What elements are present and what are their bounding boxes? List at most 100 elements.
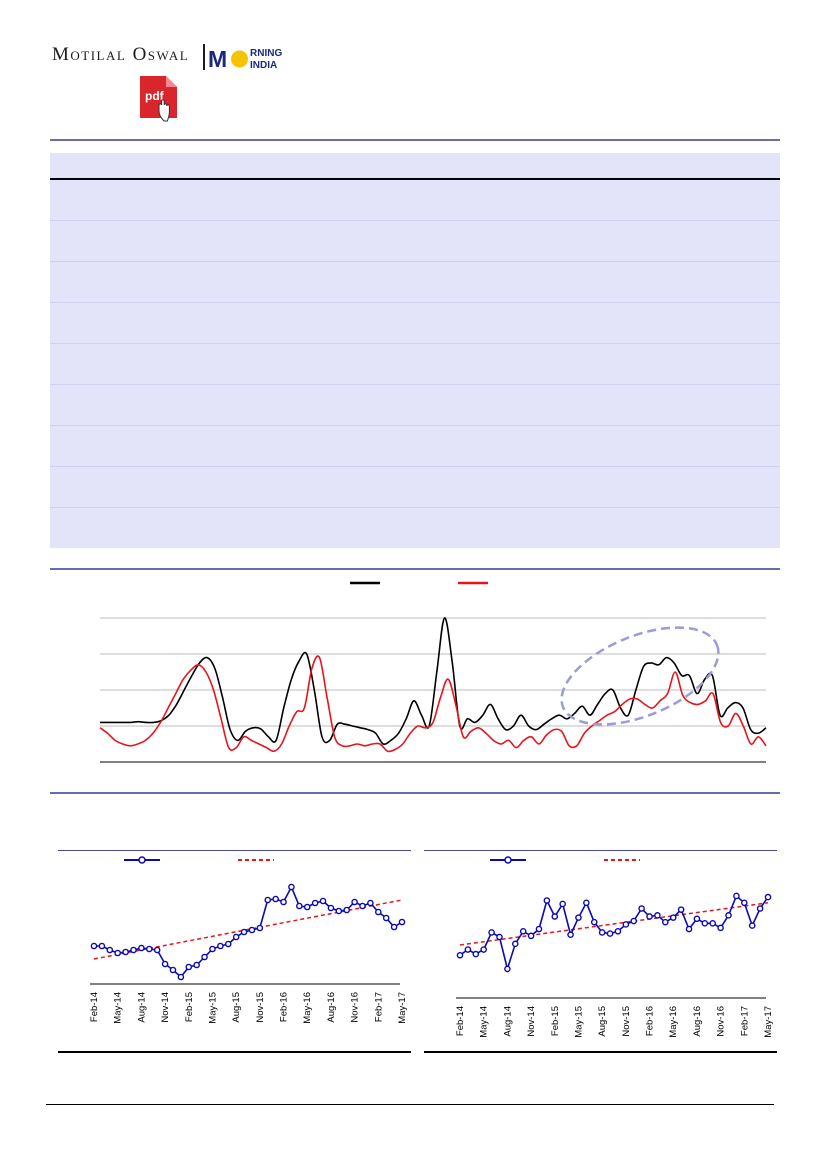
data-point: [122, 948, 129, 956]
table-row-separator: [50, 220, 780, 221]
data-point: [240, 928, 248, 936]
data-point: [390, 923, 398, 931]
logo-sun-icon: [231, 50, 248, 68]
data-point: [264, 896, 272, 904]
data-point: [367, 899, 374, 907]
chart-section-rule: [50, 568, 780, 570]
data-point: [161, 960, 169, 968]
data-point: [169, 966, 177, 974]
data-point: [224, 940, 232, 948]
data-point: [343, 906, 351, 914]
series-red-line: [99, 655, 767, 753]
right-chart-bottom-rule: [424, 1051, 777, 1053]
x-tick-label: May-16: [668, 1006, 679, 1038]
data-point: [272, 895, 279, 903]
data-point: [535, 925, 543, 933]
data-point: [98, 942, 106, 950]
data-point: [590, 918, 598, 926]
data-point: [90, 942, 98, 950]
x-tick-label: Nov-15: [255, 992, 266, 1023]
data-point: [638, 905, 645, 912]
data-point: [177, 973, 185, 981]
brand-divider: [203, 44, 205, 70]
morning-india-logo: M O RNING INDIA: [208, 46, 282, 72]
pdf-download-icon[interactable]: pdf: [139, 74, 179, 122]
data-point: [654, 912, 661, 919]
data-point: [130, 946, 137, 954]
data-point: [630, 917, 638, 925]
brand-name: Motilal Oswal: [52, 44, 189, 66]
left-chart-top-rule: [58, 850, 411, 851]
data-point: [398, 918, 406, 926]
data-point: [296, 902, 303, 910]
data-point: [741, 899, 748, 907]
logo-india: INDIA: [250, 60, 277, 71]
x-tick-label: Nov-16: [716, 1006, 727, 1037]
table-row-separator: [50, 507, 780, 508]
data-point: [662, 918, 669, 926]
data-point: [256, 924, 264, 932]
data-point: [685, 925, 693, 933]
data-point: [138, 944, 145, 952]
lower-section-rule: [50, 792, 780, 794]
data-point: [464, 946, 472, 953]
data-point: [669, 914, 677, 921]
x-tick-label: Feb-15: [550, 1006, 561, 1036]
data-point: [519, 928, 527, 935]
pdf-icon-label: pdf: [145, 89, 165, 103]
data-point: [375, 908, 382, 916]
table-row-separator: [50, 466, 780, 467]
data-point: [733, 892, 740, 900]
logo-o-letter: O: [233, 46, 251, 72]
x-tick-label: May-14: [113, 992, 124, 1024]
right-chart-top-rule: [424, 850, 777, 851]
data-point: [359, 902, 366, 910]
data-point: [232, 933, 240, 941]
table-row-separator: [50, 302, 780, 303]
x-tick-label: Aug-14: [136, 992, 147, 1023]
data-point: [488, 929, 495, 936]
x-tick-label: Feb-15: [184, 992, 195, 1022]
x-tick-label: Aug-15: [597, 1006, 608, 1037]
brand-name-text: Motilal Oswal: [52, 44, 190, 65]
data-point: [209, 945, 216, 953]
x-tick-label: Aug-15: [231, 992, 242, 1023]
hand-cursor-icon: [158, 99, 170, 122]
x-tick-label: Aug-14: [502, 1006, 513, 1037]
data-point: [319, 897, 327, 905]
x-tick-label: May-17: [763, 1006, 774, 1038]
data-point: [303, 903, 311, 911]
logo-m-letter: M: [208, 46, 227, 72]
data-point: [153, 946, 161, 954]
data-point: [280, 898, 287, 906]
header-rule: [50, 139, 780, 141]
left-scatter-chart: Feb-14 May-14 Aug-14 Nov-14 Feb-15 May-15 Aug-…: [89, 856, 408, 1024]
footer-rule: [46, 1104, 774, 1105]
data-point: [693, 915, 701, 923]
data-point: [559, 900, 566, 908]
observed-series-line: [94, 885, 403, 979]
data-point: [543, 897, 551, 904]
data-point: [248, 926, 256, 934]
data-point: [456, 951, 464, 959]
data-point: [185, 963, 193, 971]
data-point: [504, 965, 511, 973]
data-point: [527, 932, 535, 940]
x-tick-label: Feb-16: [279, 992, 290, 1022]
x-tick-label: Aug-16: [326, 992, 337, 1023]
x-tick-label: Nov-14: [526, 1006, 537, 1037]
data-point: [748, 922, 756, 929]
data-point: [193, 961, 200, 969]
observed-series-line: [459, 894, 769, 972]
data-point: [201, 953, 208, 961]
table-row-separator: [50, 425, 780, 426]
x-tick-label: Feb-14: [89, 992, 100, 1022]
right-scatter-chart: Feb-14 May-14 Aug-14 Nov-14 Feb-15 May-15 Aug-…: [455, 856, 774, 1038]
data-point: [217, 942, 224, 950]
data-point: [717, 924, 724, 932]
x-tick-label: May-15: [574, 1006, 585, 1038]
data-point: [351, 898, 358, 906]
data-point: [480, 946, 487, 953]
data-point: [288, 883, 295, 891]
trend-line: [459, 902, 769, 946]
